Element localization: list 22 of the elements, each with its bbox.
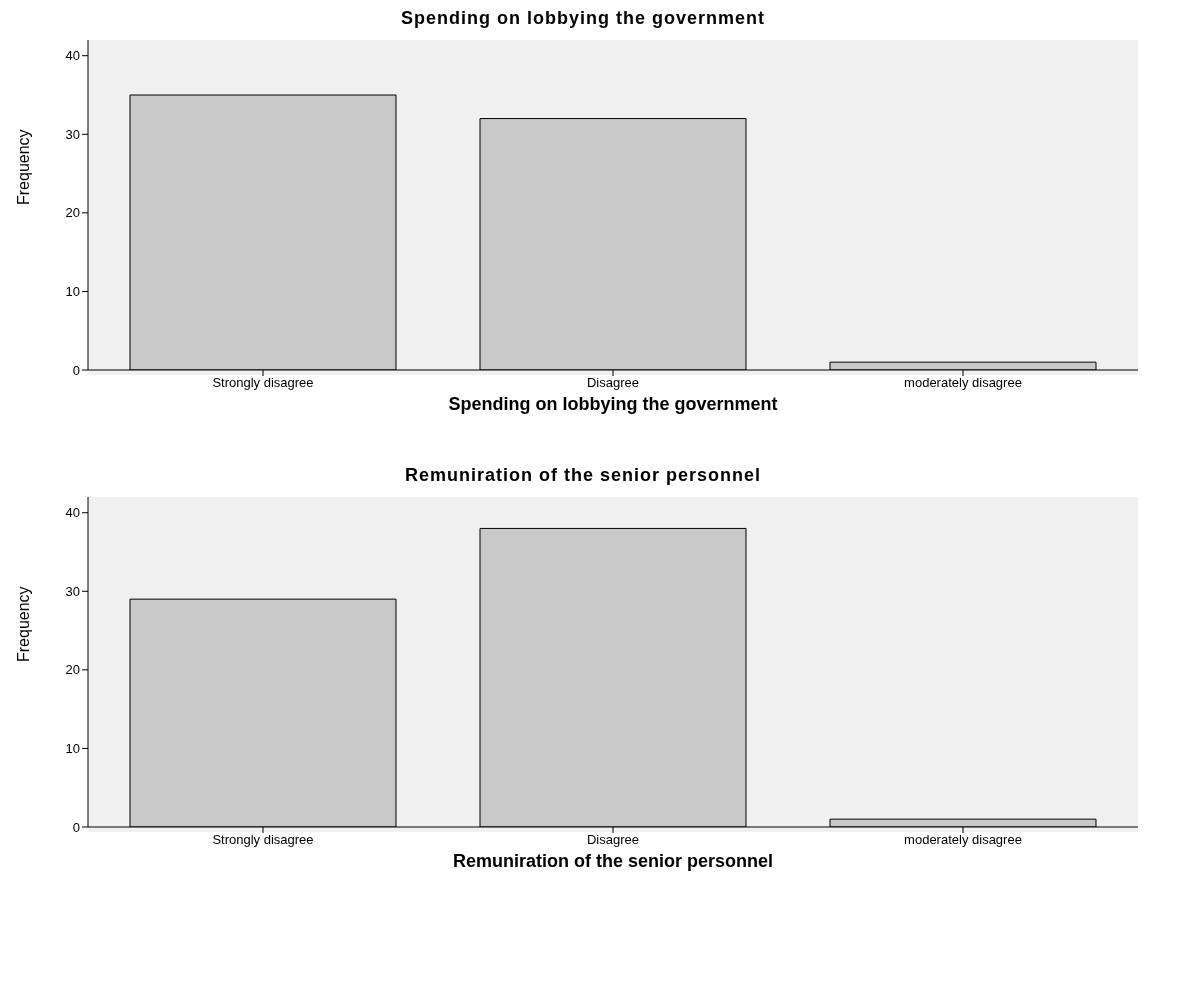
x-tick-label: Strongly disagree: [212, 832, 314, 848]
y-tick-label: 40: [65, 505, 80, 521]
x-tick-label: Disagree: [586, 832, 640, 848]
x-tick-label: moderately disagree: [904, 832, 1022, 848]
y-tick-label: 20: [65, 662, 80, 678]
y-axis-title: Frequency: [14, 586, 32, 662]
y-axis-title: Frequency: [14, 129, 32, 205]
y-tick-label: 10: [65, 284, 80, 300]
x-axis-title: Remuniration of the senior personnel: [452, 851, 774, 871]
x-tick-label: Disagree: [586, 375, 640, 391]
y-tick-label: 30: [65, 126, 80, 142]
x-tick-label: Strongly disagree: [212, 375, 314, 391]
y-tick-label: 40: [65, 48, 80, 64]
y-tick-label: 0: [72, 362, 80, 378]
y-tick-label: 20: [65, 205, 80, 221]
x-axis-title: Spending on lobbying the government: [448, 394, 778, 414]
x-tick-label: moderately disagree: [904, 375, 1022, 391]
chart-title: Remuniration of the senior personnel: [403, 465, 762, 486]
chart-title: Spending on lobbying the government: [400, 8, 766, 29]
y-tick-label: 30: [65, 583, 80, 599]
y-tick-label: 10: [65, 741, 80, 757]
y-tick-label: 0: [72, 819, 80, 835]
